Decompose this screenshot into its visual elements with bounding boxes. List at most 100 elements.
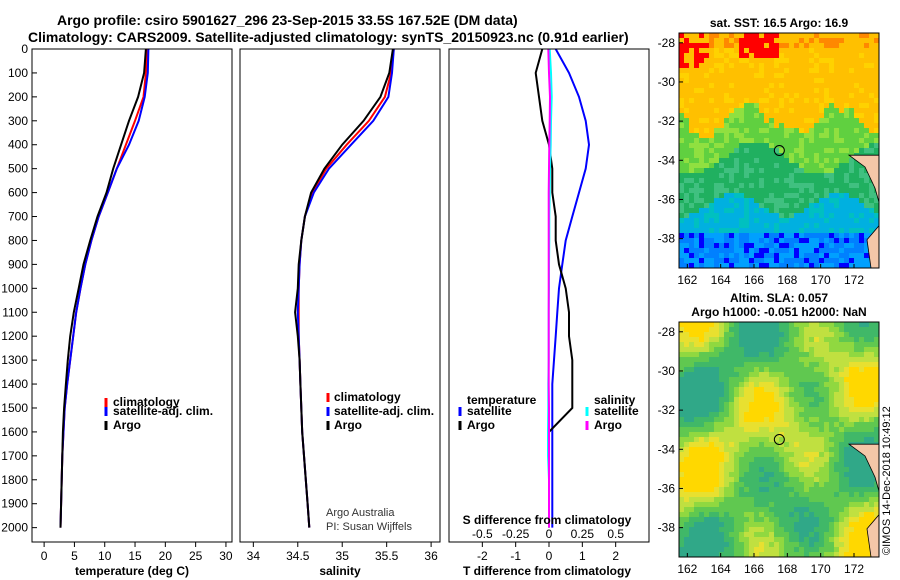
map-cell — [869, 387, 875, 393]
map-cell — [834, 108, 840, 114]
map-cell — [829, 337, 835, 343]
map-cell — [869, 407, 875, 413]
map-cell — [799, 193, 805, 199]
map-cell — [699, 133, 705, 139]
map-cell — [859, 73, 865, 79]
map-cell — [804, 168, 810, 174]
map-cell — [769, 362, 775, 368]
map-cell — [794, 158, 800, 164]
map-cell — [814, 208, 820, 214]
map-cell — [849, 213, 855, 219]
y-tick-label: 100 — [8, 66, 28, 80]
map-cell — [779, 118, 785, 124]
map-cell — [804, 482, 810, 488]
map-cell — [689, 38, 695, 44]
map-cell — [854, 412, 860, 418]
map-cell — [864, 422, 870, 428]
map-cell — [804, 492, 810, 498]
map-cell — [754, 402, 760, 408]
map-cell — [704, 492, 710, 498]
map-cell — [694, 487, 700, 493]
map-cell — [729, 537, 735, 543]
map-cell — [824, 357, 830, 363]
map-cell — [689, 133, 695, 139]
map-cell — [784, 53, 790, 59]
map-cell — [709, 78, 715, 84]
map-cell — [719, 382, 725, 388]
map-cell — [714, 168, 720, 174]
map-cell — [794, 377, 800, 383]
map-cell — [834, 507, 840, 513]
map-cell — [779, 108, 785, 114]
map-cell — [764, 228, 770, 234]
map-cell — [679, 178, 685, 184]
map-cell — [829, 113, 835, 119]
map-cell — [739, 148, 745, 154]
map-cell — [729, 183, 735, 189]
map-cell — [844, 113, 850, 119]
map-cell — [784, 143, 790, 149]
map-cell — [819, 532, 825, 538]
map-cell — [789, 337, 795, 343]
map-cell — [704, 73, 710, 79]
map-cell — [839, 33, 845, 39]
map-cell — [734, 512, 740, 518]
map-cell — [829, 88, 835, 94]
map-cell — [729, 103, 735, 109]
map-cell — [679, 63, 685, 69]
map-cell — [759, 258, 765, 264]
map-cell — [684, 432, 690, 438]
map-cell — [744, 258, 750, 264]
map-cell — [719, 352, 725, 358]
map-cell — [844, 133, 850, 139]
map-cell — [794, 342, 800, 348]
map-cell — [854, 183, 860, 189]
map-cell — [799, 527, 805, 533]
map-cell — [834, 352, 840, 358]
map-cell — [814, 158, 820, 164]
map-cell — [724, 223, 730, 229]
legend-salinity-title: salinity — [594, 393, 636, 407]
map-cell — [824, 432, 830, 438]
map-cell — [774, 417, 780, 423]
map-cell — [719, 372, 725, 378]
map-cell — [769, 402, 775, 408]
map-cell — [779, 93, 785, 99]
map-cell — [874, 108, 880, 114]
map-cell — [804, 502, 810, 508]
map-cell — [844, 357, 850, 363]
map-cell — [724, 517, 730, 523]
map-cell — [854, 38, 860, 44]
map-cell — [794, 522, 800, 528]
map-cell — [799, 422, 805, 428]
map-cell — [864, 532, 870, 538]
legend-argo: Argo — [334, 418, 362, 432]
map-cell — [704, 118, 710, 124]
map-cell — [814, 163, 820, 169]
map-cell — [864, 108, 870, 114]
map-cell — [724, 512, 730, 518]
map-cell — [739, 198, 745, 204]
lat-tick-label: -28 — [658, 36, 676, 50]
map-cell — [849, 362, 855, 368]
map-cell — [754, 78, 760, 84]
map-cell — [789, 452, 795, 458]
map-cell — [714, 63, 720, 69]
map-cell — [844, 138, 850, 144]
map-cell — [824, 447, 830, 453]
map-cell — [684, 193, 690, 199]
legend-satellite: satellite-adj. clim. — [113, 404, 213, 418]
map-cell — [759, 472, 765, 478]
map-cell — [699, 153, 705, 159]
map-cell — [874, 208, 880, 214]
map-cell — [724, 482, 730, 488]
map-cell — [729, 83, 735, 89]
map-cell — [739, 263, 745, 269]
map-cell — [849, 48, 855, 54]
map-cell — [799, 58, 805, 64]
map-cell — [679, 522, 685, 528]
map-cell — [814, 472, 820, 478]
map-cell — [729, 327, 735, 333]
map-cell — [799, 467, 805, 473]
map-cell — [864, 173, 870, 179]
